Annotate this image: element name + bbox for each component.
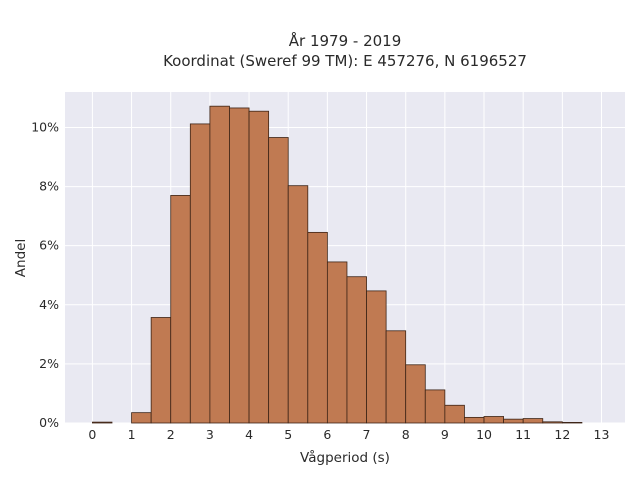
- chart-title: År 1979 - 2019: [289, 31, 402, 50]
- chart-subtitle: Koordinat (Sweref 99 TM): E 457276, N 61…: [163, 52, 527, 70]
- y-tick-label: 0%: [39, 415, 59, 430]
- y-axis-title: Andel: [13, 239, 29, 277]
- histogram-bar: [346, 276, 367, 424]
- histogram-bar: [444, 404, 465, 424]
- histogram-bar: [131, 412, 152, 424]
- histogram-bar: [464, 416, 485, 424]
- x-tick-label: 0: [88, 427, 96, 442]
- x-tick-label: 11: [515, 427, 531, 442]
- x-tick-label: 13: [594, 427, 610, 442]
- histogram-bar: [209, 105, 230, 424]
- histogram-bar: [561, 422, 583, 424]
- histogram-bar: [385, 330, 407, 424]
- histogram-bar: [268, 137, 289, 424]
- x-tick-label: 7: [363, 427, 371, 442]
- x-tick-label: 4: [245, 427, 253, 442]
- histogram-bar: [522, 418, 544, 424]
- y-tick-label: 4%: [39, 297, 59, 312]
- histogram-bar: [326, 261, 348, 424]
- histogram-bar: [483, 416, 505, 424]
- x-axis-ticks: 0 1 2 3 4 5 6 7 8 9 10 11 12 13: [88, 427, 609, 442]
- x-tick-label: 10: [476, 427, 492, 442]
- histogram-bar: [248, 110, 270, 424]
- histogram-bar: [150, 317, 172, 424]
- y-tick-label: 2%: [39, 356, 59, 371]
- histogram-bar: [92, 421, 113, 424]
- bars: [92, 105, 583, 424]
- histogram-bar: [170, 195, 191, 424]
- histogram-bar: [229, 107, 250, 424]
- histogram-bar: [307, 231, 328, 424]
- x-tick-label: 3: [206, 427, 214, 442]
- x-axis-title: Vågperiod (s): [300, 449, 390, 466]
- x-tick-label: 9: [441, 427, 449, 442]
- y-tick-label: 8%: [39, 179, 59, 194]
- x-tick-label: 12: [554, 427, 570, 442]
- y-axis-ticks: 0% 2% 4% 6% 8% 10%: [31, 119, 59, 430]
- x-tick-label: 1: [128, 427, 136, 442]
- y-tick-label: 10%: [31, 119, 59, 134]
- histogram-bar: [189, 123, 211, 424]
- x-tick-label: 8: [402, 427, 410, 442]
- histogram-bar: [287, 185, 309, 424]
- x-tick-label: 5: [284, 427, 292, 442]
- x-tick-label: 6: [323, 427, 331, 442]
- histogram-bar: [542, 421, 563, 424]
- x-tick-label: 2: [167, 427, 175, 442]
- histogram-bar: [424, 389, 446, 424]
- histogram-bar: [405, 364, 426, 424]
- histogram-bar: [503, 418, 524, 424]
- y-tick-label: 6%: [39, 238, 59, 253]
- histogram-bar: [366, 290, 387, 424]
